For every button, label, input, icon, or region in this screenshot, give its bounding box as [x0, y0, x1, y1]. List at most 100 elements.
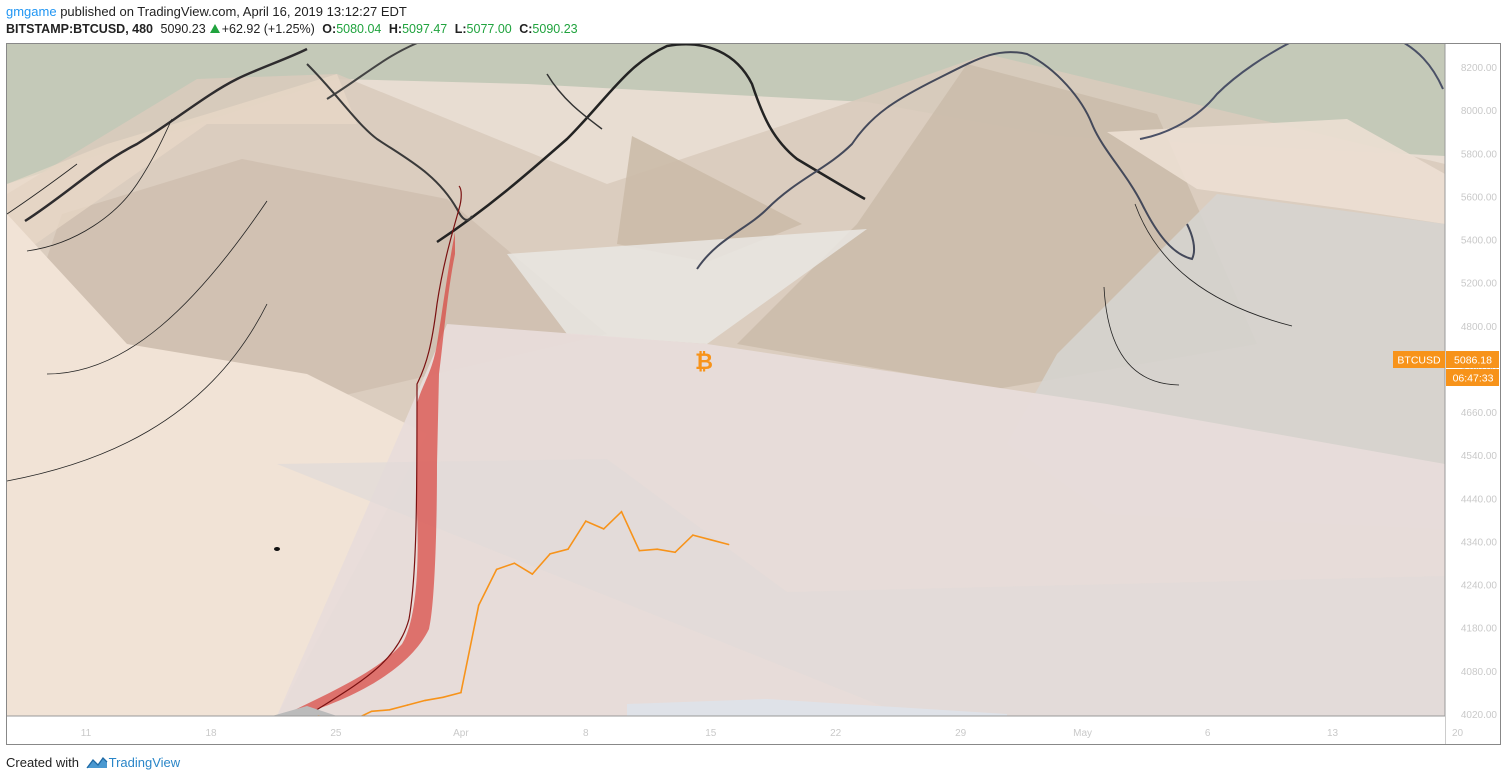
series-point	[424, 699, 427, 702]
series-point	[656, 548, 658, 550]
last-price: 5090.23	[160, 22, 206, 36]
price-tick-label: 4180.00	[1461, 624, 1498, 635]
time-tick-label: Apr	[453, 728, 469, 739]
symbol-label: BITSTAMP:BTCUSD, 480	[6, 22, 154, 36]
up-arrow-icon	[209, 24, 220, 33]
tradingview-link[interactable]: TradingView	[108, 755, 181, 770]
time-tick-label: 11	[81, 728, 92, 739]
stroke-ridge-5	[696, 50, 1196, 270]
art-red-ribbon	[282, 232, 455, 716]
symbol-tag-text: BTCUSD	[1397, 355, 1441, 367]
art-bottom-haze	[627, 699, 1007, 716]
stroke-ridge-8	[546, 73, 603, 130]
low-value: 5077.00	[466, 22, 512, 36]
series-point	[495, 568, 498, 571]
stroke-thin-4	[7, 163, 78, 215]
art-foreground-right	[277, 459, 1445, 716]
price-tick-label: 4440.00	[1461, 494, 1498, 505]
symbol-tag-box	[1393, 351, 1445, 368]
price-series	[317, 510, 730, 716]
stroke-thin-2	[46, 200, 268, 375]
countdown-tag-box	[1446, 369, 1499, 386]
series-point	[388, 709, 391, 711]
svg-text:₿: ₿	[695, 350, 713, 375]
stroke-thin-3	[7, 303, 268, 482]
countdown-tag-text: 06:47:33	[1453, 373, 1494, 385]
price-tick-label: 5600.00	[1461, 192, 1498, 203]
series-point	[620, 510, 623, 513]
price-tick-label: 5400.00	[1461, 236, 1498, 247]
artwork-layer: ₿	[7, 44, 1445, 716]
stroke-thin-1	[26, 118, 173, 252]
price-tag-box	[1446, 351, 1499, 368]
chart-area[interactable]: ₿ 8200.00 8000.00 5800.00 5600.00 5400.00 520…	[6, 43, 1501, 745]
series-point	[406, 704, 409, 706]
high-value: 5097.47	[402, 22, 448, 36]
stroke-ridge-7	[1403, 44, 1444, 90]
last-price-tag: BTCUSD 5086.18 06:47:33	[1393, 351, 1499, 386]
price-tick-label: 5800.00	[1461, 149, 1498, 160]
price-tick-label: 4240.00	[1461, 581, 1498, 592]
art-bird	[274, 547, 280, 551]
price-tick-label: 4800.00	[1461, 322, 1498, 333]
footer: Created with TradingView	[6, 755, 180, 770]
art-snow-right	[1107, 119, 1445, 224]
time-tick-label: 18	[205, 728, 217, 739]
stroke-ridge-3	[326, 44, 418, 100]
series-point	[549, 553, 551, 555]
series-point	[727, 543, 730, 546]
close-value: 5090.23	[532, 22, 578, 36]
art-rock	[272, 706, 337, 716]
series-line	[318, 510, 729, 716]
price-change: +62.92 (+1.25%)	[221, 22, 315, 36]
stroke-thin-5	[1134, 203, 1293, 327]
created-with-label: Created with	[6, 755, 79, 770]
series-point	[692, 534, 694, 536]
time-tick-label: May	[1073, 728, 1092, 739]
price-tick-label: 4540.00	[1461, 451, 1498, 462]
art-mountain-mid	[617, 136, 802, 262]
price-tick-label: 4080.00	[1461, 667, 1498, 678]
price-tick-label: 4020.00	[1461, 710, 1498, 721]
stroke-ribbon-core	[306, 185, 462, 716]
series-point	[442, 696, 444, 699]
stroke-ridge-2	[436, 44, 866, 244]
price-tick-label: 8200.00	[1461, 63, 1498, 74]
tradingview-logo-icon	[86, 756, 108, 769]
low-label: L:	[454, 22, 467, 36]
price-axis-ticks: 8200.00 8000.00 5800.00 5600.00 5400.00 5200.…	[1461, 63, 1498, 721]
time-tick-label: 29	[955, 728, 967, 739]
time-tick-label: 15	[705, 728, 717, 739]
series-point	[531, 573, 534, 575]
art-mist-mid	[507, 229, 867, 344]
series-point	[477, 604, 480, 607]
time-axis-ticks: 11 18 25 Apr 8 15 22 29 May 6 13 20	[81, 728, 1464, 739]
series-point	[567, 548, 569, 550]
price-axis[interactable]	[1445, 44, 1501, 745]
author-link[interactable]: gmgame	[6, 4, 57, 19]
price-tick-label: 8000.00	[1461, 106, 1498, 117]
price-tag-text: 5086.18	[1454, 355, 1492, 367]
series-point	[585, 520, 587, 522]
stroke-thin-6	[1103, 286, 1180, 386]
chart-canvas[interactable]: ₿ 8200.00 8000.00 5800.00 5600.00 5400.00 520…	[7, 44, 1501, 745]
open-label: O:	[322, 22, 337, 36]
time-tick-label: 20	[1452, 728, 1464, 739]
time-axis[interactable]	[7, 716, 1445, 745]
time-tick-label: 8	[583, 728, 589, 739]
bitcoin-icon: ₿	[695, 350, 713, 375]
published-text: published on TradingView.com, April 16, …	[56, 4, 407, 19]
series-point	[513, 562, 516, 564]
art-foreground-left	[7, 214, 427, 716]
series-point	[674, 551, 676, 554]
stroke-ridge-6	[1139, 44, 1290, 140]
symbol-info-row: BITSTAMP:BTCUSD, 480 5090.23 +62.92 (+1.2…	[6, 22, 578, 36]
series-point	[460, 691, 462, 694]
price-tick-label: 4660.00	[1461, 408, 1498, 419]
time-tick-label: 13	[1327, 728, 1339, 739]
time-tick-label: 22	[830, 728, 842, 739]
art-ridge-left	[7, 74, 357, 264]
series-point	[710, 539, 712, 541]
stroke-ridge-1	[24, 47, 308, 223]
series-point	[638, 549, 641, 552]
